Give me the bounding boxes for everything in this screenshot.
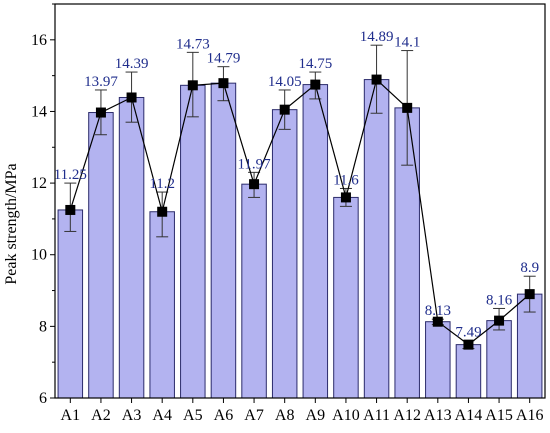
- data-label-A8: 14.05: [268, 74, 302, 90]
- data-label-A14: 7.49: [455, 325, 481, 341]
- data-label-A3: 14.39: [115, 56, 149, 72]
- x-tick-label-A4: A4: [152, 407, 172, 424]
- bar-A8: [271, 109, 298, 399]
- data-label-A1: 11.25: [54, 167, 87, 183]
- marker-A2: [95, 107, 106, 118]
- marker-A14: [463, 339, 474, 350]
- bar-A14: [455, 344, 482, 399]
- data-label-A10: 11.6: [333, 172, 359, 188]
- x-tick-label-A11: A11: [363, 407, 390, 424]
- marker-A6: [218, 78, 229, 89]
- data-label-A6: 14.79: [207, 51, 241, 67]
- marker-A9: [310, 79, 321, 90]
- data-label-A13: 8.13: [425, 303, 451, 319]
- data-label-A4: 11.2: [149, 176, 175, 192]
- trend-line-layer: [69, 78, 531, 346]
- data-label-A12: 14.1: [394, 35, 420, 51]
- y-tick-label: 14: [31, 103, 47, 120]
- marker-A13: [432, 316, 443, 327]
- x-tick-label-A5: A5: [183, 407, 203, 424]
- marker-A1: [65, 204, 76, 215]
- y-tick-label: 6: [39, 390, 47, 407]
- bar-A2: [88, 112, 114, 399]
- x-tick-label-A9: A9: [306, 407, 326, 424]
- bar-A5: [180, 84, 206, 399]
- plot-frame: [54, 3, 546, 399]
- x-tick-label-A16: A16: [516, 407, 544, 424]
- data-label-A15: 8.16: [486, 292, 513, 308]
- marker-A5: [187, 80, 198, 91]
- data-label-A7: 11.97: [237, 156, 271, 172]
- y-tick-label: 16: [31, 32, 47, 49]
- x-tick-label-A15: A15: [485, 407, 513, 424]
- marker-A4: [157, 206, 168, 217]
- bar-A4: [149, 211, 175, 399]
- trend-line: [69, 78, 531, 346]
- y-tick-label: 10: [31, 247, 47, 264]
- x-tick-label-A6: A6: [214, 407, 234, 424]
- data-label-A2: 13.97: [84, 74, 118, 90]
- markers-layer: [65, 74, 535, 350]
- axes-layer: 6 8 10 12 14 16 A1 A2 A3 A4 A5 A6 A7 A8 A9 A10 A11 A12 A13…: [31, 3, 546, 424]
- x-tick-label-A13: A13: [424, 407, 452, 424]
- y-axis-title: Peak strength/MPa: [3, 163, 20, 284]
- x-tick-label-A1: A1: [61, 407, 81, 424]
- x-tick-label-A2: A2: [91, 407, 111, 424]
- bars-layer: [57, 79, 543, 399]
- x-tick-label-A7: A7: [244, 407, 264, 424]
- x-tick-label-A10: A10: [332, 407, 360, 424]
- bar-A15: [486, 320, 512, 399]
- marker-A8: [279, 104, 290, 115]
- data-label-A11: 14.89: [360, 29, 394, 45]
- bar-A6: [210, 82, 237, 399]
- x-tick-label-A3: A3: [122, 407, 142, 424]
- bar-A7: [241, 183, 267, 399]
- y-tick-label: 8: [39, 318, 47, 335]
- x-tick-label-A14: A14: [455, 407, 483, 424]
- marker-A12: [402, 102, 413, 113]
- marker-A10: [340, 192, 351, 203]
- marker-A7: [249, 179, 260, 190]
- data-label-A16: 8.9: [520, 260, 539, 276]
- marker-A3: [126, 92, 137, 103]
- x-tick-label-A8: A8: [275, 407, 295, 424]
- marker-A15: [494, 315, 505, 326]
- bar-A13: [425, 321, 451, 399]
- data-label-A9: 14.75: [298, 56, 332, 72]
- bar-A11: [363, 79, 390, 399]
- marker-A11: [371, 74, 382, 85]
- x-tick-label-A12: A12: [393, 407, 421, 424]
- marker-A16: [524, 289, 535, 300]
- bar-A9: [302, 84, 329, 399]
- data-label-A5: 14.73: [176, 36, 210, 52]
- y-tick-label: 12: [31, 175, 47, 192]
- bar-A3: [118, 96, 145, 399]
- bar-A1: [57, 209, 84, 399]
- bar-A10: [333, 196, 359, 399]
